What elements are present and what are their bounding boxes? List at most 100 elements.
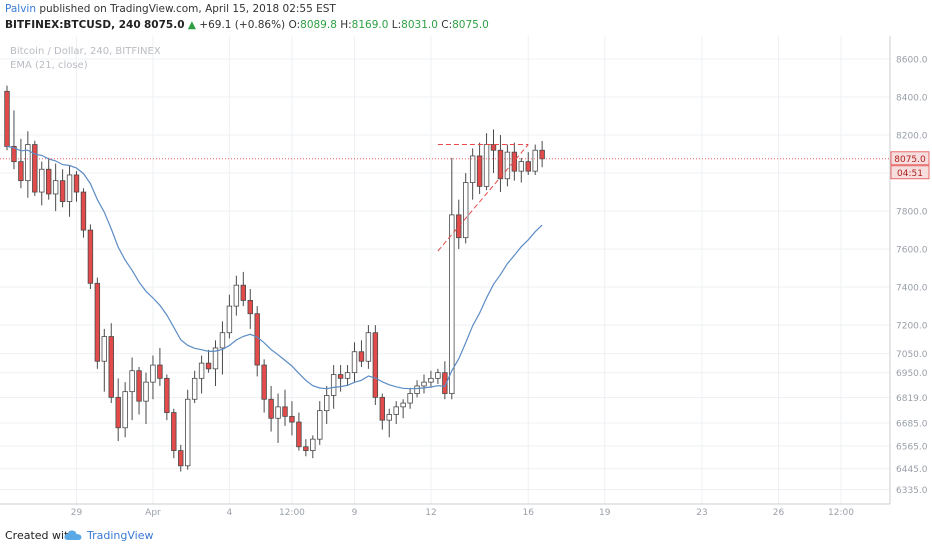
candle-body <box>358 351 365 362</box>
candle <box>129 357 135 421</box>
price-tick-label: 6335.0 <box>896 486 928 496</box>
candle <box>46 157 52 200</box>
candle-series <box>4 85 545 472</box>
candle-body <box>407 393 413 404</box>
price-tick-label: 8600.0 <box>896 56 928 66</box>
price-badge <box>890 151 930 166</box>
candle <box>164 374 170 421</box>
candle-body <box>393 406 399 415</box>
candle <box>310 435 316 459</box>
candle <box>476 142 483 194</box>
price-tick-label: 6565.0 <box>896 442 928 452</box>
symbol-label[interactable]: BITFINEX:BTCUSD, 240 <box>5 19 141 31</box>
candle <box>52 163 59 212</box>
published-text: published on TradingView.com, April 15, … <box>39 3 336 15</box>
candle-body <box>303 446 309 451</box>
price-tick-label: 8400.0 <box>896 94 928 104</box>
price-tick-label: 6950.0 <box>896 369 928 379</box>
time-tick-label: 12 <box>425 508 436 518</box>
candle-body <box>108 336 114 398</box>
cloud-logo-icon <box>64 530 82 540</box>
candle <box>32 140 38 196</box>
candle <box>94 277 101 369</box>
candle-body <box>129 370 135 393</box>
candle <box>73 171 80 202</box>
candle-body <box>400 402 406 408</box>
candle <box>191 370 198 404</box>
price-badges: 8075.0 04:51 <box>890 151 930 180</box>
time-axis[interactable]: 29 Apr 4 12:00 9 12 16 19 23 26 12:00 <box>71 508 854 518</box>
candle-body <box>310 438 316 451</box>
candle-body <box>219 332 226 349</box>
candle <box>108 323 114 404</box>
candle <box>351 342 358 383</box>
ema-line <box>6 145 543 390</box>
countdown-badge-text: 04:51 <box>897 169 923 179</box>
price-tick-label: 7200.0 <box>896 322 928 332</box>
candle <box>136 366 142 415</box>
candle <box>226 294 233 339</box>
time-tick-label: 29 <box>71 508 83 518</box>
candle <box>296 412 302 451</box>
candle <box>18 138 24 189</box>
change-arrow-icon: ▲ <box>187 19 196 31</box>
open-value: 8089.8 <box>300 19 337 31</box>
candle-body <box>233 284 240 307</box>
candle-body <box>386 414 392 421</box>
created-with-text: Created with <box>5 529 76 542</box>
candle-body <box>226 305 233 334</box>
candle <box>59 169 66 208</box>
candle-body <box>435 372 441 379</box>
time-tick-label: 16 <box>523 508 535 518</box>
candle <box>233 275 240 316</box>
candle-body <box>462 182 469 239</box>
candle <box>428 370 434 388</box>
chart-background <box>0 36 932 522</box>
candle-body <box>94 282 101 362</box>
candle <box>421 374 427 394</box>
candle-body <box>101 336 107 362</box>
tradingview-link[interactable]: TradingView <box>87 529 154 542</box>
candle <box>11 110 17 170</box>
candle-body <box>469 155 476 183</box>
candle <box>212 340 219 386</box>
candle-body <box>379 396 385 421</box>
candle-body <box>4 90 10 147</box>
candle <box>539 140 545 168</box>
candle-body <box>122 391 128 429</box>
open-label: O: <box>288 19 301 31</box>
high-value: 8169.0 <box>351 19 389 31</box>
candle <box>532 144 538 175</box>
candle <box>469 148 476 200</box>
candle <box>317 401 323 445</box>
candle-body <box>511 151 518 172</box>
candle-body <box>87 229 94 284</box>
candle <box>358 340 365 367</box>
candle-body <box>184 398 191 467</box>
candle-body <box>261 364 267 400</box>
candle <box>122 382 128 438</box>
indicator-legend: EMA (21, close) <box>10 60 88 71</box>
candle-body <box>240 284 246 301</box>
price-tick-label: 7400.0 <box>896 284 928 294</box>
candle <box>171 408 177 459</box>
candle-body <box>421 381 427 387</box>
last-price: 8075.0 <box>144 19 185 31</box>
candle-body <box>442 372 448 394</box>
candle <box>386 408 392 438</box>
candle-body <box>32 144 38 193</box>
candle <box>518 157 524 183</box>
candle-body <box>164 377 170 413</box>
candle-body <box>115 396 121 429</box>
candle-body <box>296 421 302 448</box>
candle <box>219 321 226 375</box>
candle-body <box>66 174 73 202</box>
candle-body <box>504 151 511 180</box>
time-tick-label: 12:00 <box>279 508 305 518</box>
candle-body <box>59 180 66 202</box>
price-chart[interactable]: Bitcoin / Dollar, 240, BITFINEX EMA (21,… <box>0 36 932 522</box>
candle <box>462 173 469 244</box>
candle-body <box>198 362 205 379</box>
candle <box>435 368 441 385</box>
author-link[interactable]: Palvin <box>5 3 36 15</box>
